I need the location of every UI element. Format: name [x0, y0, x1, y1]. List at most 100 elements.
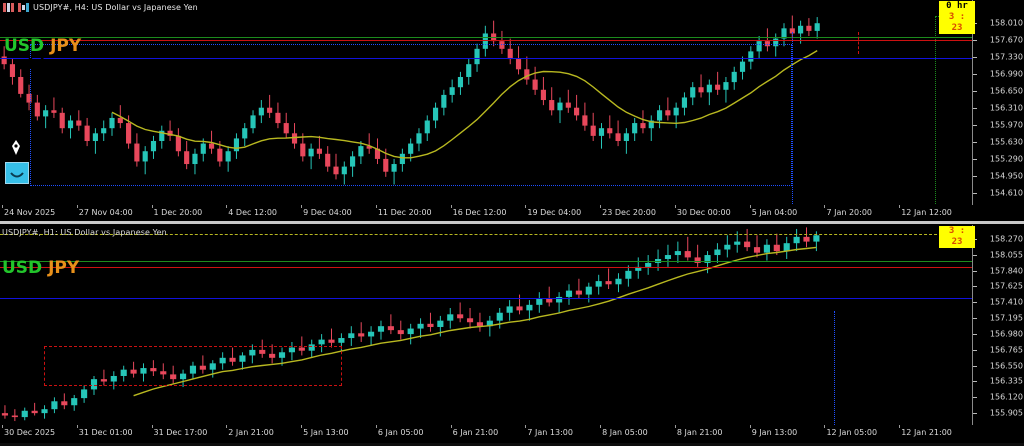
level-line-resistance-red[interactable] [0, 40, 972, 42]
candle-timer-badge-h1[interactable]: 3 : 23 [939, 226, 975, 248]
time-axis-label: 30 Dec 2025 [4, 428, 56, 437]
candlestick-series [1, 227, 820, 422]
price-axis-label: 156.550 [989, 361, 1023, 371]
price-axis-label: 155.630 [989, 137, 1023, 147]
time-axis-label: 24 Nov 2025 [4, 208, 56, 217]
time-tick [749, 425, 751, 428]
watermark-cur2-h1: JPY [48, 258, 80, 278]
price-tick [973, 193, 977, 195]
price-tick [973, 176, 977, 178]
time-axis-label: 6 Jan 05:00 [377, 428, 424, 437]
entry-marker-red-h4[interactable] [858, 32, 859, 54]
time-tick [375, 205, 377, 208]
time-axis-label: 12 Jan 21:00 [901, 428, 952, 437]
projection-line-yellow-h1[interactable] [0, 234, 972, 235]
price-tick [973, 22, 977, 24]
price-tick [973, 90, 977, 92]
level-line-support-blue[interactable] [0, 297, 972, 299]
time-tick [226, 425, 228, 428]
time-tick [151, 425, 153, 428]
forecast-box-blue-h4[interactable] [30, 44, 792, 186]
price-tick [973, 270, 977, 272]
time-axis-label: 16 Dec 12:00 [452, 208, 507, 217]
timer-mmss-h1: 3 : 23 [948, 226, 966, 247]
price-axis-label: 155.290 [989, 154, 1023, 164]
time-axis-label: 5 Jan 04:00 [751, 208, 798, 217]
price-tick [973, 333, 977, 335]
price-axis-h1[interactable]: 158.270 158.055 157.840 157.625 157.410 157.1… [972, 225, 1024, 425]
time-axis-label: 12 Jan 12:00 [901, 208, 952, 217]
time-axis-h4[interactable]: 24 Nov 2025 27 Nov 04:00 1 Dec 20:00 4 Dec … [0, 205, 972, 225]
price-axis-label: 157.195 [989, 313, 1023, 323]
time-tick [375, 425, 377, 428]
candle-timer-badge-h4[interactable]: 0 hr 3 : 23 [939, 1, 975, 34]
level-line-resistance-red[interactable] [0, 266, 972, 268]
price-axis-label: 156.990 [989, 69, 1023, 79]
chart-panel-h4[interactable]: USDJPY#, H4: US Dollar vs Japanese Yen 1… [0, 0, 1024, 225]
watermark-pair-h4: USD JPY [4, 36, 81, 56]
price-plot-h4[interactable] [0, 14, 972, 205]
time-axis-label: 31 Dec 17:00 [153, 428, 208, 437]
timer-mmss-h4: 3 : 23 [948, 12, 966, 33]
price-axis-label: 158.055 [989, 250, 1023, 260]
price-tick [973, 56, 977, 58]
time-axis-label: 23 Dec 20:00 [602, 208, 656, 217]
zone-box-red-h1[interactable] [44, 346, 342, 386]
time-marker-blue-h4[interactable] [792, 32, 793, 204]
price-axis-label: 154.610 [989, 188, 1023, 198]
price-plot-h1[interactable] [0, 225, 972, 425]
price-axis-label: 157.670 [989, 35, 1023, 45]
price-axis-h4[interactable]: 158.010 157.670 157.330 156.990 156.650 156.3… [972, 0, 1024, 205]
price-axis-label: 157.625 [989, 281, 1023, 291]
time-tick [226, 205, 228, 208]
price-tick [973, 381, 977, 383]
time-axis-label: 30 Dec 00:00 [676, 208, 731, 217]
target-box-green-h4[interactable] [935, 16, 972, 205]
level-line-support-blue[interactable] [0, 57, 972, 59]
time-tick [899, 205, 901, 208]
time-axis-label: 11 Dec 20:00 [377, 208, 432, 217]
watermark-cur1-h1: USD [2, 258, 43, 278]
panel-separator [0, 221, 1024, 224]
price-axis-label: 157.410 [989, 297, 1023, 307]
time-tick [749, 205, 751, 208]
time-axis-label: 9 Jan 13:00 [751, 428, 798, 437]
time-axis-label: 6 Jan 21:00 [452, 428, 499, 437]
watermark-pair-h1: USD JPY [2, 258, 79, 278]
price-axis-label: 156.765 [989, 345, 1023, 355]
price-tick [973, 238, 977, 240]
price-axis-label: 156.650 [989, 86, 1023, 96]
bottom-bar [0, 443, 1024, 446]
price-axis-label: 158.010 [989, 18, 1023, 28]
window-icon-b [18, 2, 29, 12]
smiley-face-button[interactable] [5, 162, 29, 184]
price-tick [973, 302, 977, 304]
time-axis-label: 7 Jan 13:00 [527, 428, 573, 437]
time-tick [674, 205, 676, 208]
level-line-resistance-green[interactable] [0, 261, 972, 263]
price-tick [973, 39, 977, 41]
time-axis-label: 1 Dec 20:00 [153, 208, 203, 217]
time-marker-blue-h1[interactable] [834, 311, 835, 425]
level-line-resistance-green[interactable] [0, 37, 972, 39]
price-tick [973, 108, 977, 109]
chart-title-h1: USDJPY#, H1: US Dollar vs Japanese Yen [0, 225, 1024, 239]
chart-panel-h1[interactable]: USDJPY#, H1: US Dollar vs Japanese Yen 1… [0, 225, 1024, 446]
time-tick [301, 205, 303, 208]
price-tick [973, 365, 977, 367]
watermark-cur2-h4: JPY [50, 36, 82, 56]
chart-title-h4: USDJPY#, H4: US Dollar vs Japanese Yen [0, 0, 1024, 14]
time-axis-label: 5 Jan 13:00 [303, 428, 349, 437]
price-tick [973, 397, 977, 399]
price-tick [973, 318, 977, 320]
time-tick [824, 205, 826, 208]
watermark-timeframe-h1: 1 hour [30, 277, 85, 295]
time-tick [600, 425, 602, 428]
price-tick [973, 125, 977, 127]
time-axis-label: 31 Dec 01:00 [78, 428, 133, 437]
time-axis-h1[interactable]: 30 Dec 2025 31 Dec 01:00 31 Dec 17:00 2 Jan… [0, 425, 972, 446]
price-axis-label: 156.980 [989, 329, 1023, 339]
pen-nib-cursor-icon [9, 139, 23, 157]
time-axis-label: 2 Jan 21:00 [228, 428, 274, 437]
